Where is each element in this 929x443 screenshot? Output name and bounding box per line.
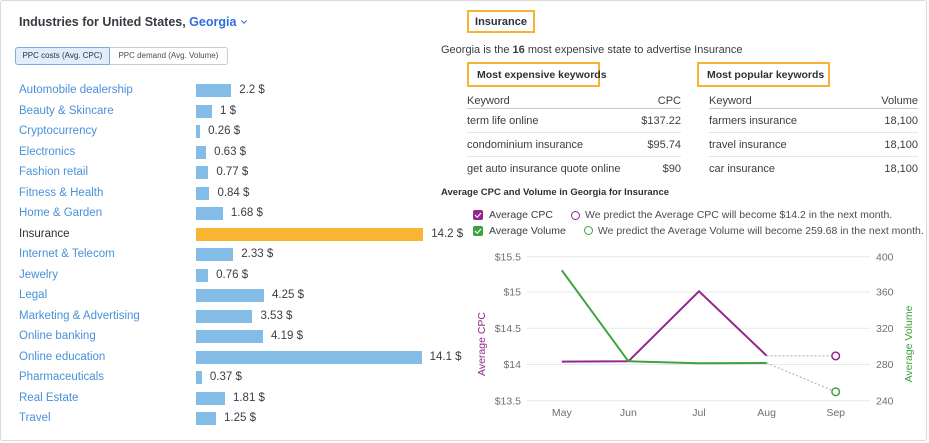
svg-text:320: 320: [876, 323, 894, 335]
svg-text:Average CPC: Average CPC: [476, 312, 488, 376]
svg-text:$15: $15: [503, 287, 521, 299]
svg-text:400: 400: [876, 251, 894, 263]
svg-text:$13.5: $13.5: [495, 395, 521, 407]
svg-text:280: 280: [876, 359, 894, 371]
svg-text:$14: $14: [503, 359, 521, 371]
svg-text:$15.5: $15.5: [495, 251, 521, 263]
svg-text:$14.5: $14.5: [495, 323, 521, 335]
svg-text:360: 360: [876, 287, 894, 299]
svg-text:Jun: Jun: [620, 407, 637, 419]
svg-text:Aug: Aug: [757, 407, 776, 419]
svg-text:Average Volume: Average Volume: [903, 305, 915, 382]
svg-text:Sep: Sep: [826, 407, 845, 419]
svg-text:240: 240: [876, 395, 894, 407]
svg-text:Jul: Jul: [692, 407, 705, 419]
svg-text:May: May: [552, 407, 573, 419]
